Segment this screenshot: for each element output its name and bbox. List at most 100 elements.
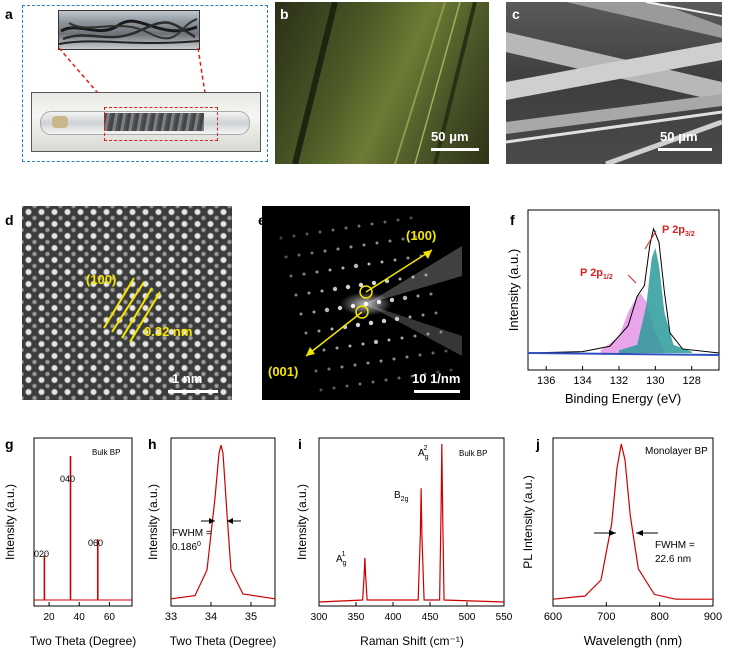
diffraction-spot <box>423 372 427 376</box>
sample-label-j: Monolayer BP <box>645 446 708 457</box>
diffraction-spot <box>436 370 440 374</box>
diffraction-spot <box>381 318 387 324</box>
diffraction-spot <box>307 291 311 295</box>
saed-pattern: (100) (001) 10 1/nm <box>262 206 470 400</box>
y-axis-label-f: Intensity (a.u.) <box>506 249 521 331</box>
x-axis-label-j: Wavelength (nm) <box>584 633 683 648</box>
fwhm-value-h: 0.1860 <box>172 541 201 553</box>
lattice-lines <box>103 277 161 343</box>
series-line <box>318 443 505 603</box>
scale-bar-label-e: 10 1/nm <box>412 371 461 386</box>
x-tick-label: 450 <box>422 612 439 623</box>
x-tick-label: 134 <box>573 375 591 387</box>
diffraction-spot <box>322 348 326 352</box>
x-tick-label: 40 <box>74 612 86 623</box>
zoom-region-box <box>104 107 218 141</box>
raman-chart: 300 350 400 450 500 550 Bulk BP Ag1 B2g Ag2 R… <box>295 437 513 648</box>
x-tick-label: 350 <box>348 612 365 623</box>
x-tick-label: 60 <box>104 612 116 623</box>
xps-chart: 136 134 132 130 128 P 2p3/2 P 2p1/2 Binding … <box>506 209 720 406</box>
series-line <box>552 443 713 600</box>
diffraction-spot <box>299 312 303 316</box>
diffraction-spot <box>330 327 334 331</box>
diffraction-spot <box>400 336 404 340</box>
tube-residue <box>52 116 68 128</box>
y-axis-label-g: Intensity (a.u.) <box>3 484 17 560</box>
diffraction-spot <box>315 270 319 274</box>
diffraction-spot <box>358 382 362 386</box>
diffraction-spot <box>331 228 335 232</box>
series-line <box>170 445 276 600</box>
plot-frame <box>527 209 720 371</box>
diffraction-spot <box>380 260 384 264</box>
plot-frame <box>33 437 133 607</box>
diffraction-spot <box>318 230 322 234</box>
diffraction-spot <box>353 263 359 269</box>
x-tick-label: 35 <box>245 611 257 623</box>
plot-frame <box>318 437 505 607</box>
diffraction-spot <box>349 245 353 249</box>
diffraction-spot <box>314 369 318 373</box>
diffraction-spot <box>411 275 415 279</box>
plane-label-d: (100) <box>86 272 117 287</box>
diffraction-spot <box>279 236 283 240</box>
peak-label-ag2: Ag2 <box>418 445 429 461</box>
diffraction-spot <box>328 268 332 272</box>
x-tick-label: 34 <box>205 611 217 623</box>
panel-letter-c: c <box>512 6 520 22</box>
x-tick-label: 800 <box>650 611 668 623</box>
panel-letter-j: j <box>536 436 540 452</box>
diffraction-spot <box>413 334 417 338</box>
plot-frame <box>170 437 276 607</box>
scale-bar-d <box>168 390 218 393</box>
diffraction-spot <box>444 349 448 353</box>
fwhm-label-h: FWHM = <box>172 528 212 539</box>
peak-label-060: 060 <box>88 538 103 548</box>
diffraction-spot <box>449 368 453 372</box>
diffraction-spot <box>367 262 371 266</box>
diffraction-spot <box>373 339 379 345</box>
diffraction-spot <box>340 365 344 369</box>
diffraction-spot <box>341 266 345 270</box>
sem-fibers <box>506 2 722 164</box>
diffraction-spot <box>375 241 379 245</box>
diffraction-spot <box>305 232 309 236</box>
diffraction-spot <box>297 253 301 257</box>
diffraction-spot <box>362 243 366 247</box>
baseline <box>527 352 720 356</box>
peak-label-b2g: B2g <box>394 490 409 503</box>
pl-chart: 600 700 800 900 Monolayer BP FWHM = 22.6 nm… <box>521 437 722 648</box>
diffraction-spot <box>323 249 327 253</box>
panel-letter-g: g <box>5 436 14 452</box>
fwhm-arrowhead-right-j <box>636 530 643 536</box>
diffraction-spot <box>361 342 365 346</box>
diffraction-spot <box>439 330 443 334</box>
diffraction-spot <box>357 224 361 228</box>
peak-label-040: 040 <box>60 474 75 484</box>
sample-label-i: Bulk BP <box>459 449 487 458</box>
panel-letter-e: e <box>258 212 266 228</box>
plot-frame <box>552 437 714 607</box>
diffraction-spot <box>371 280 377 286</box>
diffraction-spot <box>302 272 306 276</box>
scale-bar-b <box>431 148 479 151</box>
diffraction-spot <box>327 367 331 371</box>
panel-letter-h: h <box>148 436 157 452</box>
diffraction-spot <box>371 380 375 384</box>
x-tick-label: 33 <box>165 611 177 623</box>
diffraction-spot <box>355 322 361 328</box>
diffraction-spot <box>345 384 349 388</box>
scale-bar-label-c: 50 μm <box>660 129 698 144</box>
x-tick-label: 400 <box>385 612 402 623</box>
x-tick-label: 500 <box>459 612 476 623</box>
panel-letter-b: b <box>280 6 289 22</box>
diffraction-spot <box>319 388 323 392</box>
diffraction-spot <box>398 277 402 281</box>
diffraction-spot <box>418 353 422 357</box>
panel-letter-d: d <box>5 212 14 228</box>
fwhm-arrowhead-left-j <box>609 530 616 536</box>
crystal-fibers <box>59 18 199 45</box>
diffraction-spot <box>294 293 298 297</box>
diffraction-spot <box>401 237 405 241</box>
diffraction-spot <box>410 374 414 378</box>
